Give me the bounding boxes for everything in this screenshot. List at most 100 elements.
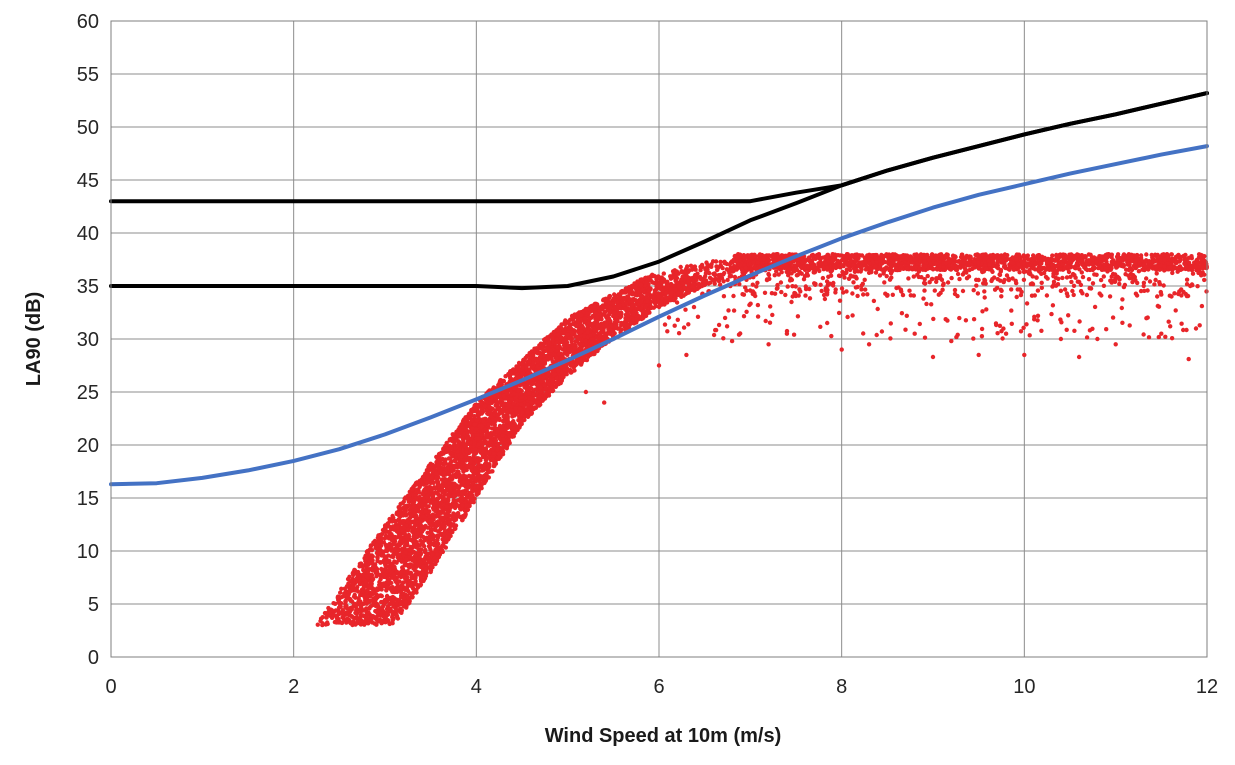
scatter-point — [427, 497, 432, 503]
scatter-point — [682, 269, 688, 274]
scatter-point — [418, 582, 424, 587]
scatter-point — [420, 514, 426, 519]
scatter-point — [425, 555, 431, 560]
scatter-point — [358, 609, 363, 615]
scatter-point — [354, 575, 360, 581]
scatter-point — [371, 540, 376, 545]
scatter-point — [592, 327, 597, 333]
scatter-point — [630, 284, 636, 289]
scatter-point — [562, 322, 568, 327]
scatter-point — [430, 551, 435, 557]
x-tick-label: 6 — [653, 676, 664, 698]
scatter-point — [643, 304, 648, 310]
scatter-point — [535, 351, 540, 356]
scatter-point — [491, 432, 497, 437]
scatter-point — [718, 259, 723, 265]
scatter-point — [522, 417, 527, 423]
scatter-point — [520, 365, 525, 370]
scatter-point — [607, 293, 613, 299]
scatter-point — [447, 526, 452, 532]
scatter-point — [495, 447, 500, 452]
scatter-point — [333, 608, 338, 613]
scatter-point — [624, 286, 630, 291]
scatter-point — [661, 271, 666, 276]
scatter-point — [427, 518, 433, 523]
scatter-point — [471, 453, 476, 458]
scatter-point — [558, 346, 563, 351]
scatter-point — [412, 580, 418, 585]
scatter-point — [391, 564, 396, 570]
scatter-point — [517, 406, 523, 411]
scatter-point — [447, 443, 452, 449]
scatter-point — [435, 496, 440, 501]
scatter-point — [541, 375, 546, 380]
scatter-point — [468, 477, 473, 483]
scatter-point — [433, 490, 438, 495]
scatter-point — [628, 321, 634, 326]
scatter-point — [686, 269, 691, 274]
scatter-point — [433, 471, 439, 476]
scatter-point — [634, 317, 639, 322]
scatter-point — [426, 486, 431, 492]
scatter-point — [433, 524, 438, 530]
scatter-point — [425, 530, 430, 535]
scatter-point — [510, 411, 516, 417]
scatter-point — [673, 287, 678, 292]
scatter-point — [479, 423, 485, 429]
scatter-point — [534, 391, 539, 397]
scatter-point — [560, 374, 565, 379]
scatter-point — [460, 518, 465, 523]
scatter-point — [722, 270, 727, 276]
scatter-point — [470, 426, 475, 431]
scatter-point — [560, 355, 565, 360]
scatter-point — [663, 290, 669, 295]
x-tick-label: 12 — [1196, 676, 1218, 698]
scatter-point — [404, 512, 409, 517]
scatter-point — [469, 468, 474, 473]
scatter-point — [504, 401, 509, 407]
scatter-point — [453, 526, 458, 531]
scatter-point — [420, 571, 425, 576]
scatter-point — [452, 503, 457, 508]
scatter-point — [955, 271, 961, 277]
scatter-point — [622, 297, 627, 302]
scatter-point — [435, 551, 440, 557]
y-tick-label: 10 — [77, 541, 99, 563]
scatter-point — [537, 374, 543, 379]
scatter-point — [476, 436, 482, 441]
scatter-point — [794, 273, 800, 278]
scatter-point — [362, 622, 367, 627]
scatter-point — [405, 594, 410, 600]
scatter-point — [384, 609, 390, 615]
scatter-point — [442, 478, 448, 483]
scatter-point — [522, 385, 527, 390]
scatter-point — [392, 546, 398, 552]
scatter-point — [712, 271, 717, 276]
scatter-point — [368, 579, 373, 585]
scatter-point — [343, 599, 348, 604]
scatter-point — [660, 288, 665, 293]
scatter-point — [643, 275, 648, 281]
scatter-point — [371, 614, 377, 620]
scatter-point — [435, 537, 440, 543]
scatter-point — [504, 409, 509, 414]
scatter-point — [445, 510, 451, 515]
scatter-point — [339, 586, 344, 591]
scatter-point — [509, 397, 514, 402]
scatter-point — [414, 545, 419, 550]
scatter-point — [412, 520, 417, 525]
scatter-point — [450, 454, 455, 459]
scatter-point — [344, 584, 350, 589]
scatter-point — [501, 393, 507, 399]
scatter-point — [468, 464, 474, 470]
scatter-point — [394, 601, 399, 606]
scatter-point — [720, 265, 725, 271]
scatter-point — [622, 322, 627, 327]
y-tick-label: 5 — [88, 594, 99, 616]
scatter-point — [446, 472, 452, 477]
scatter-point — [407, 503, 412, 508]
scatter-point — [716, 278, 721, 283]
scatter-point — [545, 355, 551, 361]
